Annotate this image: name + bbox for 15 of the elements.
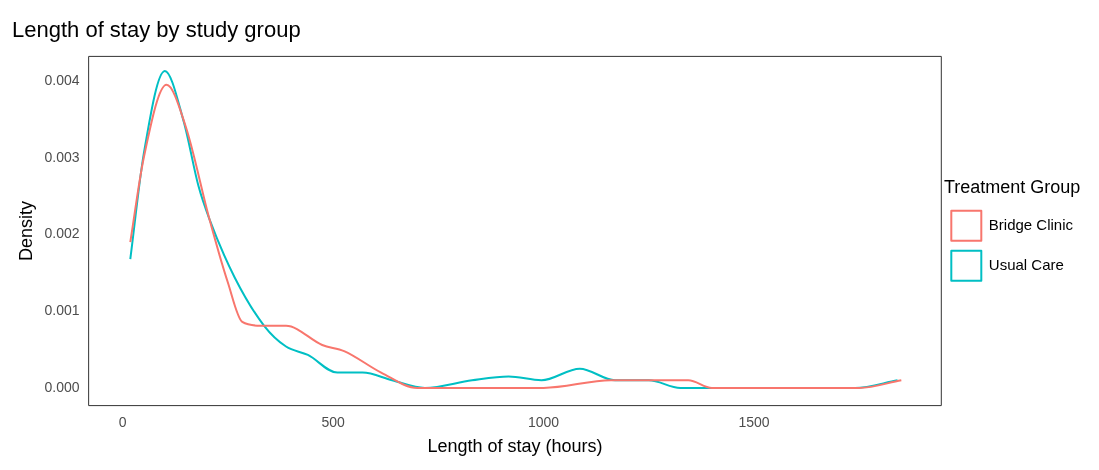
legend-title: Treatment Group (943, 177, 1081, 198)
legend-label: Bridge Clinic (988, 215, 1074, 233)
x-tick-label: 0 (118, 413, 127, 430)
y-tick-label: 0.004 (44, 71, 80, 88)
chart-title: Length of stay by study group (12, 17, 301, 43)
y-axis-title: Density (15, 200, 36, 262)
y-tick-label: 0.001 (44, 302, 80, 319)
y-tick-label: 0.003 (44, 148, 80, 165)
y-tick-label: 0.002 (44, 225, 80, 242)
x-tick-label: 1000 (528, 413, 560, 430)
legend-label: Usual Care (988, 255, 1064, 273)
y-tick-label: 0.000 (44, 378, 80, 395)
x-tick-label: 500 (321, 413, 346, 430)
x-tick-label: 1500 (738, 413, 770, 430)
x-axis-title: Length of stay (hours) (427, 436, 603, 457)
